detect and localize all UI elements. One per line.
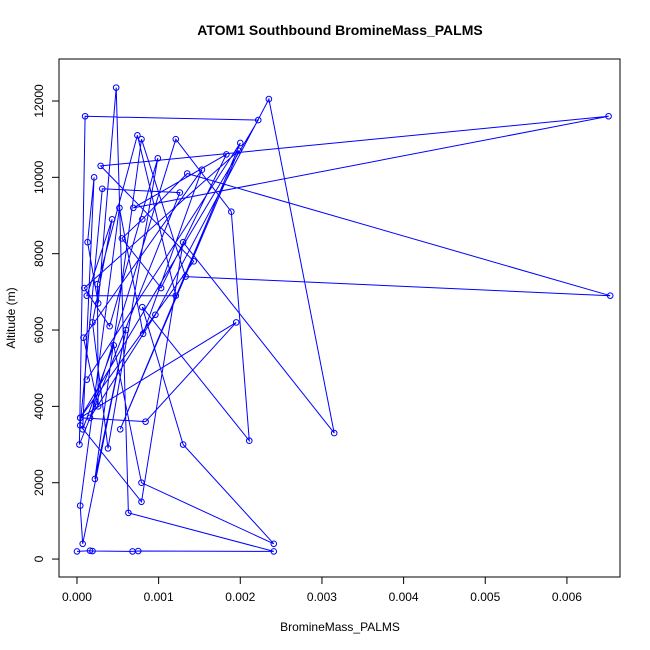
data-point bbox=[228, 208, 235, 215]
y-tick-label: 2000 bbox=[32, 469, 46, 496]
x-tick-label: 0.005 bbox=[470, 590, 500, 604]
series-line bbox=[76, 87, 611, 552]
x-tick-label: 0.006 bbox=[552, 590, 582, 604]
data-point bbox=[94, 403, 102, 410]
x-tick-label: 0.002 bbox=[225, 590, 255, 604]
data-point bbox=[245, 437, 253, 445]
x-tick-label: 0.003 bbox=[307, 590, 337, 604]
data-point bbox=[73, 548, 81, 555]
data-point bbox=[76, 441, 83, 448]
x-tick-label: 0.000 bbox=[62, 590, 92, 604]
data-point bbox=[152, 311, 159, 319]
x-tick-label: 0.001 bbox=[144, 590, 174, 604]
data-point bbox=[190, 258, 198, 265]
data-point bbox=[142, 418, 149, 425]
data-point bbox=[108, 216, 116, 223]
data-point bbox=[89, 547, 96, 555]
data-point bbox=[265, 95, 273, 103]
plot-area bbox=[73, 84, 614, 555]
data-point bbox=[90, 174, 98, 181]
y-axis: 0 2000 4000 6000 8000 10000 12000 bbox=[32, 84, 60, 562]
data-point bbox=[81, 112, 89, 120]
data-point bbox=[183, 170, 191, 177]
data-point bbox=[605, 112, 612, 120]
data-point bbox=[236, 139, 244, 147]
y-tick-label: 0 bbox=[32, 555, 46, 562]
data-point bbox=[182, 273, 189, 280]
data-point bbox=[139, 330, 147, 338]
data-point bbox=[125, 509, 132, 517]
x-axis-label: BromineMass_PALMS bbox=[280, 620, 400, 634]
data-point bbox=[104, 445, 112, 452]
y-tick-label: 4000 bbox=[32, 393, 46, 420]
data-point bbox=[106, 322, 113, 330]
data-point bbox=[116, 425, 124, 433]
data-point bbox=[172, 135, 180, 143]
data-point bbox=[76, 502, 84, 509]
data-point bbox=[76, 422, 84, 429]
y-axis-label: Altitude (m) bbox=[4, 287, 18, 348]
data-point bbox=[98, 185, 106, 193]
data-point bbox=[172, 292, 180, 299]
data-point bbox=[254, 116, 262, 124]
x-tick-label: 0.004 bbox=[389, 590, 419, 604]
data-point bbox=[83, 376, 91, 383]
data-point bbox=[138, 135, 145, 143]
data-point bbox=[81, 284, 88, 292]
data-point bbox=[232, 319, 240, 326]
data-point bbox=[154, 154, 162, 162]
data-point bbox=[83, 292, 91, 299]
chart-title: ATOM1 Southbound BromineMass_PALMS bbox=[197, 22, 482, 38]
data-point bbox=[138, 479, 145, 487]
data-point bbox=[270, 540, 278, 548]
data-point bbox=[179, 238, 187, 246]
data-point bbox=[198, 166, 206, 174]
data-point bbox=[157, 284, 165, 292]
data-point bbox=[91, 475, 99, 483]
data-point bbox=[94, 300, 102, 307]
data-point bbox=[330, 429, 338, 437]
data-point bbox=[80, 334, 87, 341]
data-point bbox=[270, 548, 278, 555]
data-point bbox=[86, 414, 94, 422]
data-point bbox=[606, 292, 614, 299]
data-point bbox=[176, 189, 184, 196]
data-point bbox=[76, 414, 84, 422]
data-point bbox=[97, 162, 104, 170]
data-point bbox=[138, 216, 146, 223]
data-point bbox=[118, 235, 126, 242]
data-point bbox=[89, 319, 96, 326]
y-tick-label: 6000 bbox=[32, 316, 46, 343]
data-point bbox=[79, 540, 86, 548]
data-point bbox=[134, 132, 141, 139]
data-point bbox=[134, 547, 142, 555]
data-point bbox=[86, 547, 94, 554]
data-point bbox=[223, 151, 230, 158]
y-tick-label: 12000 bbox=[32, 84, 46, 118]
data-point bbox=[84, 238, 91, 246]
y-tick-label: 10000 bbox=[32, 160, 46, 194]
data-point bbox=[110, 341, 118, 349]
data-point bbox=[138, 498, 145, 506]
y-tick-label: 8000 bbox=[32, 240, 46, 267]
data-point bbox=[112, 84, 120, 91]
x-axis: 0.000 0.001 0.002 0.003 0.004 0.005 0.006 bbox=[62, 576, 582, 604]
data-point bbox=[138, 303, 146, 311]
data-point bbox=[116, 204, 123, 212]
data-point bbox=[235, 147, 242, 154]
data-point bbox=[122, 326, 130, 334]
data-point bbox=[130, 204, 137, 212]
data-point bbox=[179, 441, 187, 448]
data-point bbox=[94, 280, 101, 288]
